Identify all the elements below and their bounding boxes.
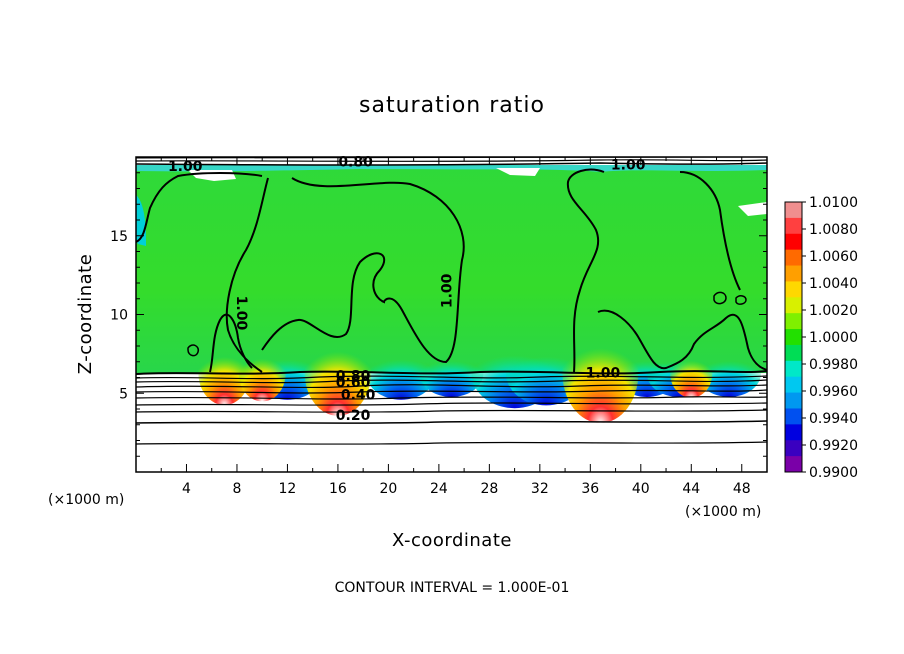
colorbar-swatch [785,456,802,473]
colorbar-swatch [785,233,802,251]
top-contour-2 [136,159,767,162]
contour-label-0: 1.00 [168,159,203,175]
colorbar-swatch [785,297,802,314]
contour-label-4: 1.00 [440,273,456,308]
colorbar-label: 0.9900 [809,465,858,481]
contour-lower-6 [136,396,767,400]
x-axis: 4 8 12 16 20 24 28 32 36 40 44 48 [135,157,768,497]
contour-interval-note: CONTOUR INTERVAL = 1.000E-01 [335,580,570,596]
colorbar-label: 1.0080 [809,222,858,238]
x-tick-label: 44 [682,481,700,497]
contour-1-00-small-ring-2 [735,295,747,305]
colorbar-swatch [785,217,802,235]
colorbar-label: 0.9980 [809,357,858,373]
x-tick-label: 12 [279,481,297,497]
contour-1-00-small-ring-3 [187,344,200,357]
colorbar-swatch [785,392,802,409]
y-tick-label: 10 [110,308,128,324]
y-axis-title: Z-coordinate [75,254,96,375]
contour-label-3: 1.00 [233,296,249,331]
contour-label-5: 1.00 [586,366,621,382]
contour-label-2: 1.00 [611,158,646,174]
contour-1-00-upper-left [225,177,269,373]
contour-1-00-right-plume [597,309,767,371]
contour-1-00-left-plume [209,313,253,373]
x-tick-label: 48 [733,481,751,497]
colorbar-swatch [785,344,802,362]
x-tick-label: 32 [531,481,549,497]
colorbar-swatch [785,376,802,394]
colorbar-swatch [785,202,802,219]
x-tick-label: 24 [430,481,448,497]
x-tick-label: 40 [632,481,650,497]
contour-lower-7 [136,402,767,406]
colorbar-swatch [785,249,802,267]
colorbar-label: 0.9960 [809,384,858,400]
white-top-patch-right [738,202,767,216]
colorbar-label: 0.9920 [809,438,858,454]
x-tick-label: 4 [182,481,191,497]
cool-pocket-7 [697,349,762,397]
y-tick-label: 5 [119,386,128,402]
y-tick-label: 15 [110,229,128,245]
x-unit-label-right: (×1000 m) [685,504,761,520]
x-tick-label: 28 [480,481,498,497]
contour-lower-1 [136,370,767,375]
colorbar-swatch [785,313,802,330]
colorbar-label: 0.9940 [809,411,858,427]
top-contour-3 [136,162,767,166]
contour-lower-5 [136,389,767,394]
y-axis: 5 10 15 [110,172,767,457]
contour-1-00-right-edge [679,171,741,291]
contour-labels: 1.00 0.80 1.001.001.001.000.800.600.400.20 [168,154,646,424]
chart-title: saturation ratio [359,93,545,118]
contour-lower-4 [136,384,767,389]
colorbar-label: 1.0000 [809,330,858,346]
x-tick-label: 36 [581,481,599,497]
contour-lower-9 [136,420,767,424]
contour-1-00-left [136,172,263,243]
contour-1-00-right [566,168,605,373]
warm-plume-2 [304,330,372,416]
colorbar-label: 1.0100 [809,195,858,211]
x-unit-label-left: (×1000 m) [48,492,124,508]
x-axis-title: X-coordinate [392,530,512,551]
saturation-field-background [136,165,767,373]
contour-1-00-center [261,177,465,364]
colorbar-label: 1.0060 [809,249,858,265]
colorbar-label: 1.0040 [809,276,858,292]
colorbar-swatch [785,424,802,441]
x-tick-label: 16 [329,481,347,497]
colorbar-swatch [785,408,802,425]
x-tick-label: 8 [232,481,241,497]
contour-label-1: 0.80 [338,154,373,170]
cyan-top-strip [136,165,767,172]
contour-label-9: 0.20 [336,408,371,424]
contour-label-8: 0.40 [341,388,376,404]
colorbar-swatch [785,440,802,457]
contour-lower-2 [136,375,767,380]
contour-1-00-small-ring [713,291,727,305]
white-top-patch-mid [496,168,540,176]
contour-lower-10 [136,441,767,445]
colorbar-swatch [785,329,802,346]
colorbar-swatch [785,360,802,378]
x-tick-label: 20 [379,481,397,497]
colorbar-swatch [785,265,802,282]
colorbar-label: 1.0020 [809,303,858,319]
contour-label-7: 0.60 [336,375,371,391]
colorbar: 1.0100 1.0080 1.0060 1.0040 1.0020 1.0000 0.99… [784,195,858,481]
contour-lower-8 [136,409,767,413]
contour-label-6: 0.80 [336,369,371,385]
colorbar-swatch [785,281,802,298]
contour-lower-3 [136,379,767,384]
